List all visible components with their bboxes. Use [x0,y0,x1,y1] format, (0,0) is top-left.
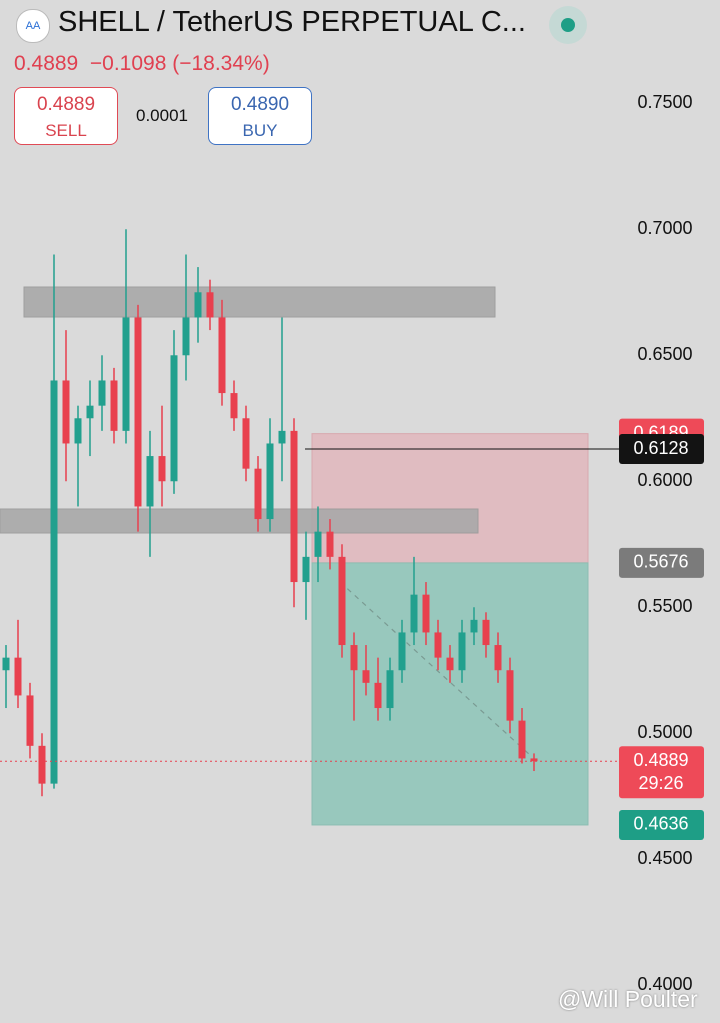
price-tag-label: 0.4636 [633,814,688,834]
spread: 0.0001 [136,106,188,125]
candle-body [314,531,322,557]
candle-body [86,405,94,419]
stop-zone [311,433,589,564]
trend-line [339,581,531,756]
candle-body [398,632,406,671]
price-tag-label: 0.4889 [633,750,688,770]
candle-body [530,758,538,762]
candle-body [446,657,454,671]
candle-body [266,443,274,520]
candle-body [170,355,178,482]
candle-body [14,657,22,696]
sell-label: SELL [45,121,87,140]
candle-body [254,468,262,520]
y-tick-label: 0.6000 [637,470,692,490]
support-box [0,508,479,534]
candle-body [458,632,466,671]
candle-body [518,720,526,759]
candle-body [434,632,442,658]
countdown: 29:26 [638,773,683,793]
y-tick-label: 0.6500 [637,344,692,364]
price-tag-label: 0.5676 [633,552,688,572]
candle-body [26,695,34,746]
price-tag-label: 0.6128 [633,438,688,458]
buy-label: BUY [242,121,278,140]
y-tick-label: 0.5000 [637,722,692,742]
candle-body [386,670,394,709]
candle-body [74,418,82,444]
candle-body [482,619,490,646]
candle-body [50,380,58,784]
candle-body [194,292,202,318]
change: −0.1098 (−18.34%) [89,52,270,75]
target-zone [311,562,589,826]
candle-body [206,292,214,318]
candle-body [302,556,310,583]
candle-body [410,594,418,633]
candle-body [278,430,286,444]
price-tag [619,434,704,465]
candle-body [494,645,502,671]
logo: AA [16,9,50,43]
candle-body [110,380,118,431]
sell-price: 0.4889 [36,94,96,115]
buy-price: 0.4890 [230,94,290,115]
candle-body [362,670,370,683]
price-tag [619,809,704,840]
resistance-box [23,286,496,318]
candle-body [326,531,334,557]
candle-body [146,456,154,507]
candle-body [158,456,166,482]
price: 0.4889 −0.1098 (−18.34%) [14,52,270,76]
sell-button[interactable]: 0.4889 SELL [14,87,118,145]
candle-body [134,317,142,507]
y-tick-label: 0.7500 [637,92,692,112]
status-dot[interactable] [549,6,587,44]
candle-body [350,645,358,671]
price-tag [619,547,704,578]
y-tick-label: 0.5500 [637,596,692,616]
candle-body [62,380,70,444]
y-tick-label: 0.4500 [637,848,692,868]
candle-body [470,619,478,633]
last-price: 0.4889 [14,52,79,75]
candle-body [182,317,190,356]
buy-button[interactable]: 0.4890 BUY [208,87,312,145]
price-tag [619,746,704,799]
title: SHELL / TetherUS PERPETUAL C... [58,6,526,38]
candle-body [218,317,226,394]
candle-body [290,430,298,583]
candle-body [506,670,514,721]
candle-body [98,380,106,406]
y-tick-label: 0.7000 [637,218,692,238]
candle-body [2,657,10,671]
candle-body [122,317,130,431]
candle-body [230,393,238,419]
candle-body [338,556,346,646]
candle-body [374,682,382,709]
candle-body [38,745,46,784]
candle-body [422,594,430,633]
watermark: @Will Poulter [558,986,698,1012]
candle-body [242,418,250,469]
y-tick-label: 0.4000 [637,974,692,994]
